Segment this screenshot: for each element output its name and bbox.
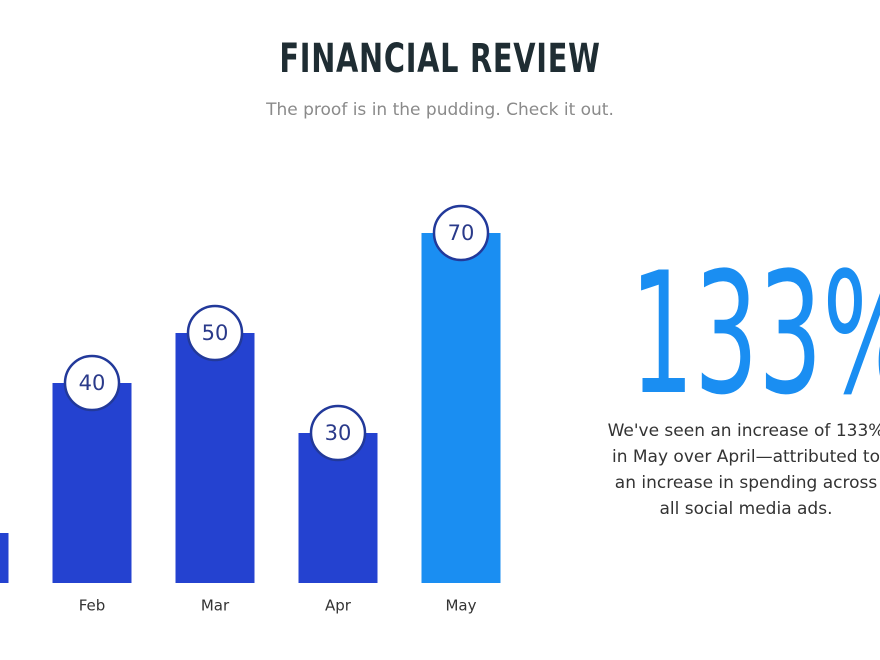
value-badge — [63, 354, 121, 412]
x-tick-label: Apr — [325, 597, 352, 615]
bar — [175, 333, 255, 583]
bar — [0, 533, 9, 583]
highlight-figure: 133% — [630, 236, 880, 432]
title: FINANCIAL REVIEW — [279, 36, 601, 82]
value-badge — [432, 204, 490, 262]
value-badge — [309, 404, 367, 462]
x-tick-label: Feb — [79, 597, 106, 615]
value-label: 30 — [325, 421, 352, 445]
subtitle: The proof is in the pudding. Check it ou… — [266, 100, 614, 120]
bar — [421, 233, 501, 583]
value-label: 40 — [79, 371, 106, 395]
value-label: 50 — [202, 321, 229, 345]
bar — [52, 383, 132, 583]
value-badge — [186, 304, 244, 362]
highlight-text: We've seen an increase of 133% in May ov… — [607, 421, 880, 519]
value-label: 70 — [448, 221, 475, 245]
x-tick-label: Mar — [201, 597, 230, 615]
x-tick-label: May — [445, 597, 476, 615]
